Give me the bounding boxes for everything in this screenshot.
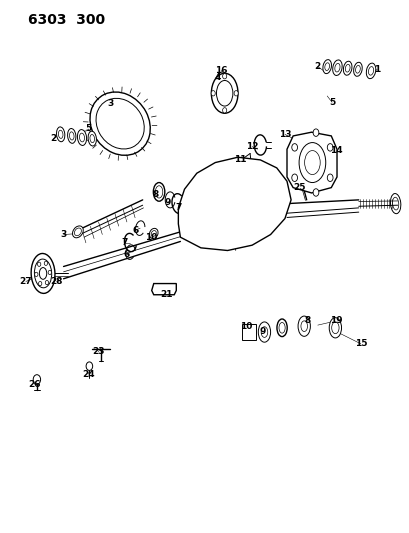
Circle shape — [38, 281, 42, 286]
Ellipse shape — [276, 319, 286, 337]
Circle shape — [312, 189, 318, 196]
Circle shape — [222, 108, 226, 113]
Text: 8: 8 — [152, 190, 159, 199]
Text: 7: 7 — [121, 238, 128, 247]
Ellipse shape — [31, 254, 55, 293]
Text: 5: 5 — [328, 98, 335, 107]
Text: 23: 23 — [92, 348, 104, 356]
Text: 6: 6 — [124, 251, 130, 259]
Circle shape — [44, 261, 47, 265]
Ellipse shape — [365, 63, 375, 79]
Ellipse shape — [258, 322, 270, 342]
Text: 10: 10 — [145, 233, 157, 241]
Circle shape — [326, 144, 332, 151]
Text: 3: 3 — [60, 230, 67, 239]
Circle shape — [326, 174, 332, 182]
Text: 26: 26 — [29, 381, 41, 389]
Ellipse shape — [332, 60, 342, 76]
Ellipse shape — [149, 228, 158, 239]
Ellipse shape — [353, 62, 361, 76]
Text: 14: 14 — [329, 146, 342, 155]
Ellipse shape — [153, 182, 164, 201]
Ellipse shape — [72, 226, 83, 238]
Text: 10: 10 — [239, 322, 252, 330]
Circle shape — [35, 272, 38, 277]
Circle shape — [291, 174, 297, 181]
Text: 21: 21 — [160, 290, 172, 298]
Text: 9: 9 — [258, 327, 265, 336]
Circle shape — [291, 144, 297, 151]
Text: 9: 9 — [164, 198, 171, 207]
Polygon shape — [178, 157, 290, 251]
Circle shape — [234, 91, 238, 96]
Ellipse shape — [301, 183, 306, 188]
Text: 7: 7 — [175, 204, 181, 212]
Ellipse shape — [39, 268, 47, 279]
Text: 5: 5 — [85, 125, 91, 133]
Ellipse shape — [322, 60, 330, 74]
Text: 2: 2 — [50, 134, 56, 143]
Circle shape — [38, 262, 41, 266]
Text: 4: 4 — [213, 73, 220, 82]
Ellipse shape — [67, 128, 76, 143]
Text: 13: 13 — [278, 130, 290, 139]
Text: 24: 24 — [82, 370, 94, 378]
Ellipse shape — [211, 74, 238, 114]
Text: 2: 2 — [314, 62, 320, 71]
Text: 15: 15 — [354, 340, 366, 348]
Ellipse shape — [56, 127, 65, 142]
Polygon shape — [286, 132, 336, 193]
Text: 27: 27 — [20, 277, 32, 286]
Text: 6: 6 — [132, 226, 138, 235]
Ellipse shape — [343, 61, 351, 75]
Text: 6303  300: 6303 300 — [28, 13, 105, 27]
Text: 8: 8 — [303, 317, 310, 325]
Circle shape — [222, 74, 226, 79]
Ellipse shape — [328, 318, 341, 338]
Text: 28: 28 — [50, 277, 63, 286]
Circle shape — [312, 129, 318, 136]
Circle shape — [33, 375, 40, 384]
Ellipse shape — [297, 316, 310, 336]
Text: 12: 12 — [245, 142, 258, 151]
Text: 25: 25 — [292, 183, 305, 192]
Text: 19: 19 — [329, 317, 342, 325]
Circle shape — [48, 270, 51, 274]
Text: 16: 16 — [215, 66, 227, 75]
Circle shape — [86, 362, 92, 370]
Circle shape — [45, 280, 48, 285]
Ellipse shape — [90, 92, 150, 155]
Text: 11: 11 — [233, 156, 245, 164]
Ellipse shape — [88, 131, 96, 146]
Polygon shape — [241, 324, 256, 340]
Text: 3: 3 — [107, 100, 114, 108]
Polygon shape — [151, 284, 176, 295]
Ellipse shape — [77, 130, 86, 146]
Circle shape — [211, 91, 215, 96]
Text: 1: 1 — [373, 65, 380, 74]
